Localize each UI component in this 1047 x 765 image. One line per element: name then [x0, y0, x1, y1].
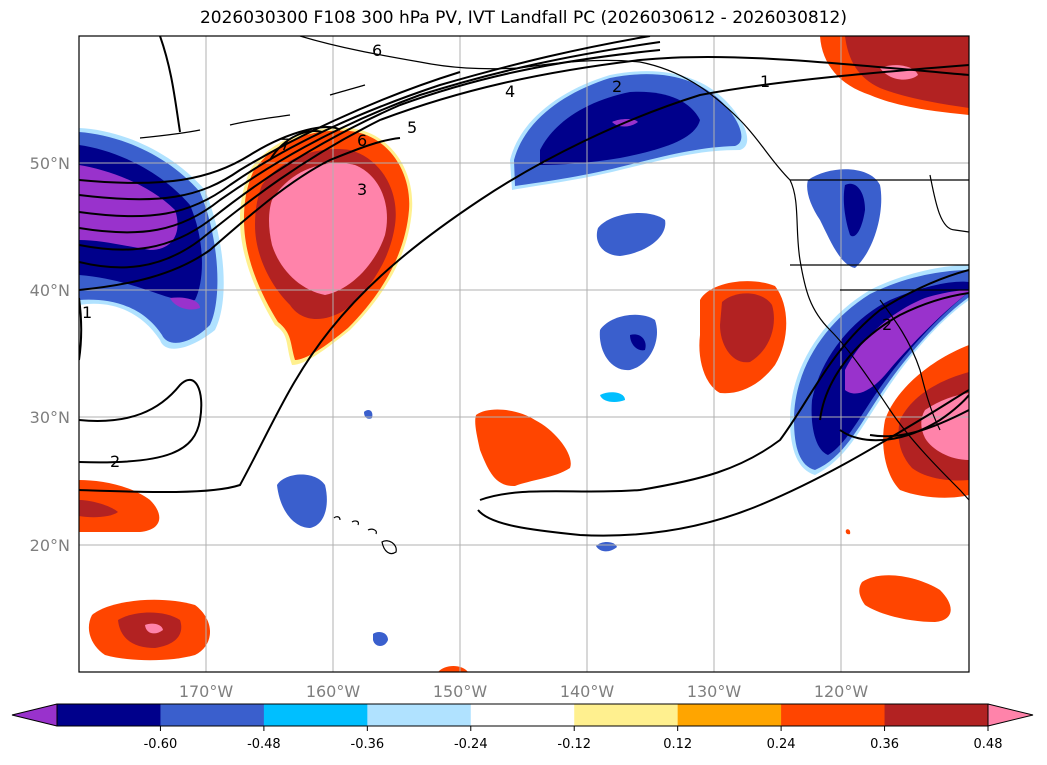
lat-tick-label: 50°N [30, 154, 70, 173]
colorbar-extend-low [12, 704, 57, 726]
hawaii-islands [333, 516, 397, 555]
lon-tick-labels: 170°W 160°W 150°W 140°W 130°W 120°W [179, 682, 869, 701]
lat-tick-labels: 20°N 30°N 40°N 50°N [30, 154, 70, 555]
lon-tick-label: 120°W [814, 682, 869, 701]
ivt-anomaly-fill [79, 36, 969, 672]
lat-tick-label: 30°N [30, 408, 70, 427]
colorbar: -0.60 -0.48 -0.36 -0.24 -0.12 0.12 0.24 0.36 0.4… [11, 703, 1034, 752]
gridlines [79, 36, 969, 672]
colorbar-tick-label: 0.48 [974, 737, 1003, 752]
pv-contours [79, 36, 969, 537]
contour-label: 6 [357, 131, 367, 150]
contour-label: 2 [882, 315, 892, 334]
contour-label: 1 [82, 303, 92, 322]
contour-label: 2 [612, 77, 622, 96]
colorbar-cell [57, 704, 161, 726]
colorbar-tick-label: 0.12 [663, 737, 692, 752]
colorbar-tick-label: -0.36 [351, 737, 385, 752]
colorbar-cell [470, 704, 575, 726]
lon-tick-label: 130°W [687, 682, 742, 701]
colorbar-cell [160, 704, 265, 726]
colorbar-tick-label: -0.24 [454, 737, 488, 752]
lat-tick-label: 40°N [30, 281, 70, 300]
colorbar-tick-label: 0.36 [870, 737, 899, 752]
lon-tick-label: 170°W [179, 682, 234, 701]
pv-contour-labels: 6 7 6 5 4 3 2 1 2 1 2 [82, 41, 892, 471]
lon-tick-label: 160°W [306, 682, 361, 701]
colorbar-outline [56, 703, 989, 727]
contour-label: 3 [357, 180, 367, 199]
contour-label: 4 [505, 82, 515, 101]
colorbar-cell [781, 704, 886, 726]
colorbar-cell [574, 704, 679, 726]
colorbar-extend-high [988, 704, 1033, 726]
contour-label: 7 [280, 135, 290, 154]
contour-label: 2 [110, 452, 120, 471]
coastlines [139, 36, 969, 501]
map-title: 2026030300 F108 300 hPa PV, IVT Landfall… [199, 8, 847, 28]
colorbar-tick-label: -0.12 [557, 737, 591, 752]
colorbar-cell [677, 704, 782, 726]
colorbar-tick-label: -0.48 [247, 737, 281, 752]
map-frame [78, 35, 970, 673]
lon-tick-label: 140°W [560, 682, 615, 701]
colorbar-cell [263, 704, 368, 726]
contour-label: 1 [760, 72, 770, 91]
colorbar-tick-label: -0.60 [144, 737, 178, 752]
contour-label: 6 [372, 41, 382, 60]
colorbar-cell [884, 704, 989, 726]
colorbar-cell [367, 704, 472, 726]
lon-tick-label: 150°W [433, 682, 488, 701]
contour-label: 5 [407, 118, 417, 137]
colorbar-tick-label: 0.24 [767, 737, 796, 752]
lat-tick-label: 20°N [30, 536, 70, 555]
